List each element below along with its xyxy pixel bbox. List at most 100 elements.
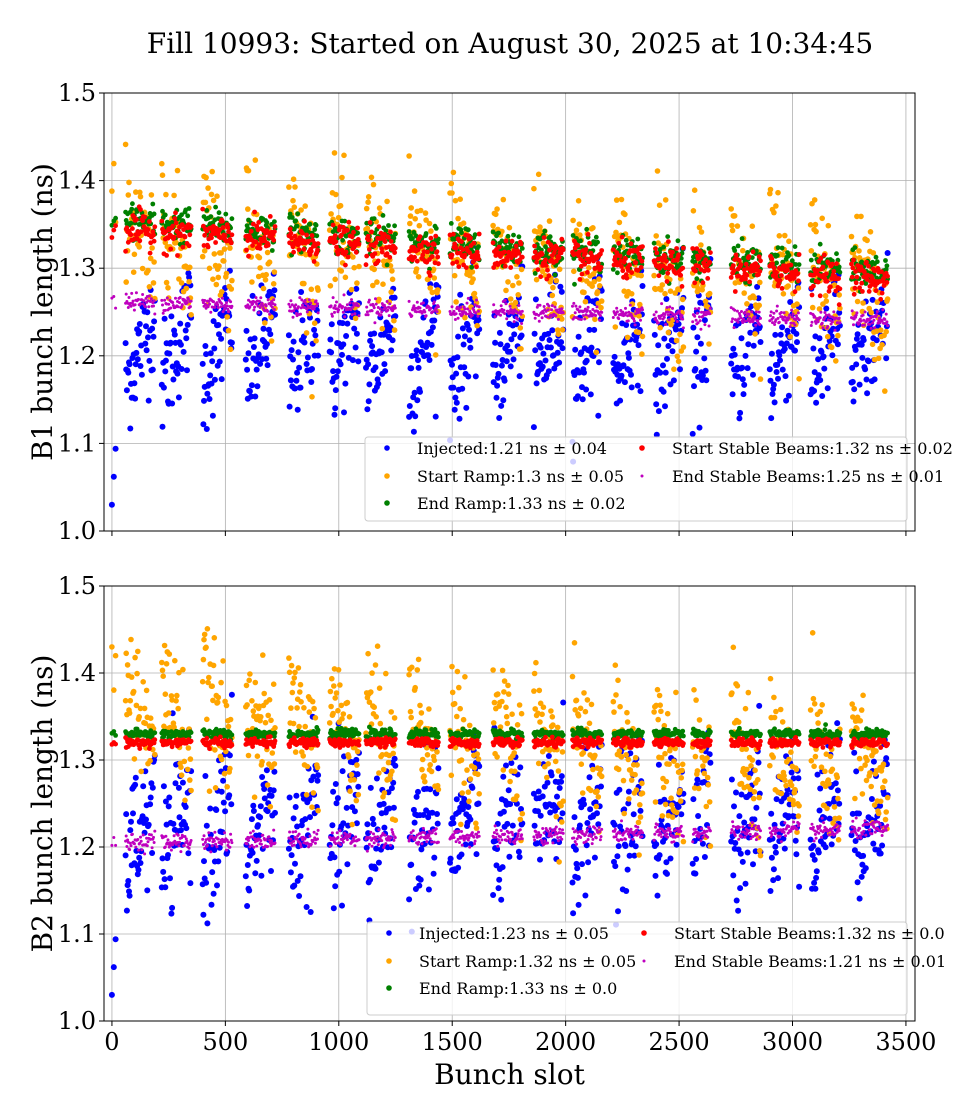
data-point <box>767 377 774 384</box>
legend-marker <box>639 445 645 451</box>
data-point <box>628 303 632 307</box>
data-point <box>619 234 625 240</box>
data-point <box>131 251 138 258</box>
data-point <box>660 362 666 369</box>
x-tick-label: 2000 <box>535 1028 596 1056</box>
data-point <box>768 350 775 357</box>
data-point <box>302 816 309 823</box>
data-point <box>556 254 562 260</box>
data-point <box>332 781 339 787</box>
data-point <box>185 301 189 305</box>
data-point <box>380 800 387 807</box>
data-point <box>730 263 736 268</box>
data-point <box>595 412 602 419</box>
data-point <box>330 222 336 228</box>
data-point <box>625 350 632 357</box>
data-point <box>260 301 264 305</box>
data-point <box>494 382 501 389</box>
data-point <box>692 280 698 286</box>
data-point <box>738 262 744 268</box>
data-point <box>878 296 884 302</box>
data-point <box>223 270 230 277</box>
data-point <box>183 335 190 342</box>
data-point <box>147 294 151 298</box>
data-point <box>128 301 132 305</box>
data-point <box>615 361 621 368</box>
data-point <box>259 296 263 300</box>
series-injected <box>108 242 891 508</box>
data-point <box>661 335 668 342</box>
data-point <box>579 318 583 321</box>
data-point <box>215 274 222 281</box>
data-point <box>433 226 439 231</box>
data-point <box>756 702 763 709</box>
data-point <box>770 261 775 266</box>
data-point <box>795 775 802 782</box>
data-point <box>583 357 590 364</box>
data-point <box>735 907 742 914</box>
data-point <box>216 306 220 310</box>
data-point <box>790 308 794 312</box>
data-point <box>793 262 799 267</box>
data-point <box>691 320 695 324</box>
data-point <box>329 304 333 308</box>
data-point <box>150 280 157 286</box>
data-point <box>257 242 262 248</box>
data-point <box>674 316 678 320</box>
data-point <box>667 381 674 388</box>
data-point <box>734 223 741 229</box>
data-point <box>209 869 216 876</box>
data-point <box>768 854 775 861</box>
data-point <box>272 229 277 235</box>
data-point <box>497 341 504 348</box>
data-point <box>670 377 677 384</box>
data-point <box>598 783 604 790</box>
data-point <box>294 406 301 413</box>
data-point <box>736 813 743 820</box>
data-point <box>149 366 156 373</box>
data-point <box>228 339 235 346</box>
data-point <box>665 306 669 309</box>
data-point <box>535 808 541 815</box>
data-point <box>610 267 616 272</box>
data-point <box>512 299 519 306</box>
data-point <box>261 786 268 792</box>
data-point <box>636 313 642 319</box>
data-point <box>143 323 149 330</box>
data-point <box>465 301 469 305</box>
data-point <box>415 300 419 304</box>
data-point <box>384 306 388 310</box>
data-point <box>503 358 510 365</box>
data-point <box>628 241 634 247</box>
data-point <box>262 277 269 283</box>
data-point <box>367 220 373 225</box>
data-point <box>417 876 424 883</box>
data-point <box>391 755 398 762</box>
data-point <box>755 759 762 766</box>
data-point <box>570 910 577 917</box>
data-point <box>883 328 889 335</box>
data-point <box>618 196 625 203</box>
data-point <box>654 892 661 899</box>
data-point <box>594 314 598 317</box>
data-point <box>630 811 637 818</box>
data-point <box>455 333 462 340</box>
data-point <box>178 280 185 286</box>
data-point <box>344 861 351 868</box>
data-point <box>530 424 537 431</box>
data-point <box>632 319 636 323</box>
data-point <box>779 245 785 251</box>
data-point <box>699 252 705 258</box>
data-point <box>744 365 751 372</box>
data-point <box>869 326 873 330</box>
data-point <box>708 312 712 316</box>
data-point <box>458 309 461 313</box>
data-point <box>852 347 859 353</box>
data-point <box>227 245 233 251</box>
data-point <box>300 298 304 302</box>
data-point <box>463 404 470 411</box>
data-point <box>596 276 602 282</box>
data-point <box>501 377 508 384</box>
data-point <box>179 212 185 218</box>
y-tick-label: 1.5 <box>58 572 96 600</box>
